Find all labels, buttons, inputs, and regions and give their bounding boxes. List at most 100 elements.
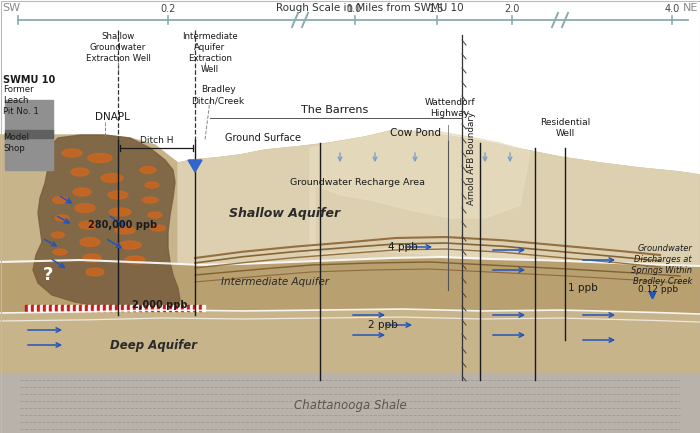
Text: 1.0: 1.0 (347, 4, 363, 14)
Text: 0.12 ppb: 0.12 ppb (638, 285, 678, 294)
Text: 280,000 ppb: 280,000 ppb (88, 220, 157, 230)
Bar (85, 305, 88, 311)
Bar (5, 130, 53, 138)
Bar (70, 305, 73, 311)
Text: 2 ppb: 2 ppb (368, 320, 398, 330)
Text: Model
Shop: Model Shop (3, 133, 29, 153)
Ellipse shape (108, 191, 128, 199)
Bar (190, 305, 193, 311)
Bar (142, 305, 145, 311)
Bar (0, 372, 700, 433)
Bar (55, 305, 58, 311)
Text: 4.0: 4.0 (664, 4, 680, 14)
Text: DNAPL: DNAPL (95, 112, 130, 122)
Text: Groundwater
Discharges at
Springs Within
Bradley Creek: Groundwater Discharges at Springs Within… (631, 244, 692, 286)
Bar (187, 305, 190, 311)
Bar (148, 305, 151, 311)
Bar (67, 305, 70, 311)
Bar (100, 305, 103, 311)
Polygon shape (0, 257, 700, 314)
Text: 2.0: 2.0 (504, 4, 519, 14)
Bar (118, 305, 121, 311)
Bar (112, 305, 115, 311)
Bar (145, 305, 148, 311)
Polygon shape (0, 130, 700, 372)
Text: Shallow Aquifer: Shallow Aquifer (230, 207, 341, 220)
Bar (49, 305, 52, 311)
Polygon shape (310, 131, 530, 258)
Bar (25, 305, 28, 311)
Bar (169, 305, 172, 311)
Ellipse shape (55, 215, 69, 221)
Text: Cow Pond: Cow Pond (389, 128, 440, 138)
Ellipse shape (52, 232, 64, 238)
Ellipse shape (140, 167, 156, 174)
Text: Wattendorf
Highway: Wattendorf Highway (425, 98, 475, 118)
Text: Chattanooga Shale: Chattanooga Shale (293, 398, 407, 411)
Text: 2,000 ppb: 2,000 ppb (132, 300, 188, 310)
Ellipse shape (148, 212, 162, 218)
Bar (88, 305, 91, 311)
Bar (115, 305, 118, 311)
Bar (103, 305, 106, 311)
Bar (97, 305, 100, 311)
Bar (139, 305, 142, 311)
Text: 0.2: 0.2 (160, 4, 176, 14)
Bar (94, 305, 97, 311)
Bar (154, 305, 157, 311)
Bar (199, 305, 202, 311)
Ellipse shape (88, 154, 112, 162)
Ellipse shape (75, 204, 95, 213)
Ellipse shape (125, 256, 145, 264)
Ellipse shape (79, 221, 97, 229)
Bar (127, 305, 130, 311)
Bar (109, 305, 112, 311)
Bar (37, 305, 40, 311)
Bar (79, 305, 82, 311)
Text: Residential
Well: Residential Well (540, 118, 590, 138)
Bar (34, 305, 37, 311)
Bar (181, 305, 184, 311)
Text: Ditch H: Ditch H (140, 136, 174, 145)
Ellipse shape (62, 149, 82, 157)
Bar (136, 305, 139, 311)
Bar (64, 305, 67, 311)
Ellipse shape (101, 174, 123, 182)
Ellipse shape (73, 188, 91, 196)
Text: Intermediate Aquifer: Intermediate Aquifer (221, 277, 329, 287)
Bar (175, 305, 178, 311)
Ellipse shape (80, 237, 100, 246)
Text: Ground Surface: Ground Surface (225, 133, 301, 143)
Text: Former
Leach
Pit No. 1: Former Leach Pit No. 1 (3, 85, 39, 116)
Text: Groundwater Recharge Area: Groundwater Recharge Area (290, 178, 426, 187)
Ellipse shape (109, 208, 131, 216)
Bar (151, 305, 154, 311)
Bar (76, 305, 79, 311)
Text: ?: ? (43, 266, 53, 284)
Bar (91, 305, 94, 311)
Text: Intermediate
Aquifer
Extraction
Well: Intermediate Aquifer Extraction Well (182, 32, 238, 74)
Bar (178, 305, 181, 311)
Bar (73, 305, 76, 311)
Text: Bradley
Ditch/Creek: Bradley Ditch/Creek (191, 85, 244, 105)
Text: NE: NE (682, 3, 698, 13)
Text: Deep Aquifer: Deep Aquifer (110, 339, 197, 352)
Polygon shape (178, 130, 700, 266)
Bar (46, 305, 49, 311)
Ellipse shape (145, 182, 159, 188)
Text: 1 ppb: 1 ppb (568, 283, 598, 293)
Bar (58, 305, 61, 311)
Ellipse shape (52, 197, 67, 204)
Text: SWMU 10: SWMU 10 (3, 75, 55, 85)
Bar (193, 305, 196, 311)
Text: 4 ppb: 4 ppb (388, 242, 418, 252)
Bar (124, 305, 127, 311)
Bar (166, 305, 169, 311)
Bar (31, 305, 34, 311)
Ellipse shape (53, 249, 67, 255)
Text: SW: SW (2, 3, 20, 13)
Bar (82, 305, 85, 311)
Polygon shape (33, 135, 180, 310)
Polygon shape (0, 309, 700, 372)
Bar (43, 305, 46, 311)
